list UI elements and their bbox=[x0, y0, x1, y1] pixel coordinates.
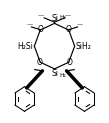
Text: H₂: H₂ bbox=[59, 15, 66, 20]
Text: SiH₂: SiH₂ bbox=[76, 42, 92, 51]
Text: Si: Si bbox=[51, 69, 58, 78]
Text: H₂: H₂ bbox=[59, 73, 66, 78]
Text: —: — bbox=[76, 23, 83, 28]
Text: —: — bbox=[26, 23, 33, 28]
Text: O: O bbox=[66, 58, 72, 67]
Text: —: — bbox=[65, 13, 71, 18]
Text: O: O bbox=[37, 25, 43, 34]
Text: Si: Si bbox=[51, 14, 58, 23]
Text: O: O bbox=[66, 25, 72, 34]
Text: —: — bbox=[38, 13, 44, 18]
Text: H₂Si: H₂Si bbox=[17, 42, 33, 51]
Text: O: O bbox=[37, 58, 43, 67]
